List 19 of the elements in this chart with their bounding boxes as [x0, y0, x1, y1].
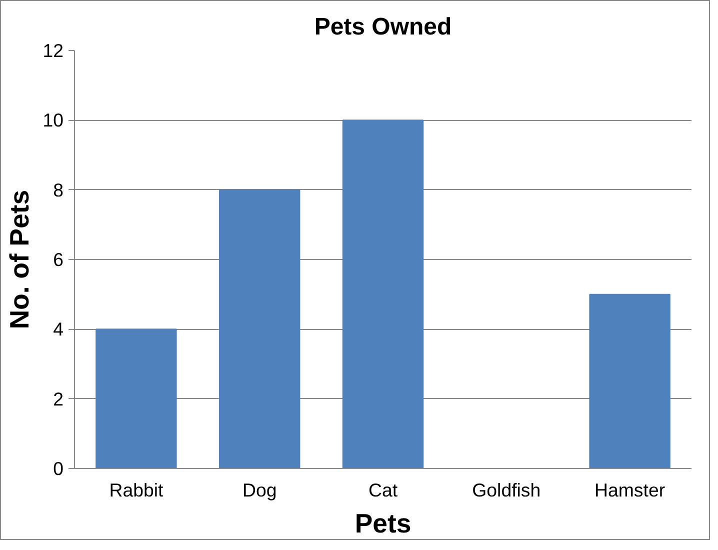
- y-axis-title: No. of Pets: [4, 190, 35, 330]
- y-tick-label: 2: [53, 388, 64, 410]
- x-tick-label: Cat: [368, 480, 398, 500]
- chart-title: Pets Owned: [314, 14, 452, 40]
- y-tick-label: 8: [53, 179, 64, 200]
- y-tick-label: 0: [53, 458, 64, 479]
- x-tick-label: Goldfish: [472, 480, 541, 500]
- bar: [96, 328, 177, 468]
- x-tick-label: Dog: [242, 480, 277, 500]
- x-axis-title: Pets: [354, 508, 412, 538]
- y-tick-label: 12: [42, 40, 64, 61]
- y-tick-label: 6: [53, 249, 64, 270]
- bar: [342, 120, 424, 468]
- y-tick-label: 4: [53, 318, 64, 340]
- bar: [218, 189, 300, 468]
- x-tick-label: Rabbit: [109, 480, 164, 500]
- bar: [589, 294, 670, 468]
- y-tick-label: 10: [42, 110, 64, 131]
- x-tick-label: Hamster: [594, 480, 666, 500]
